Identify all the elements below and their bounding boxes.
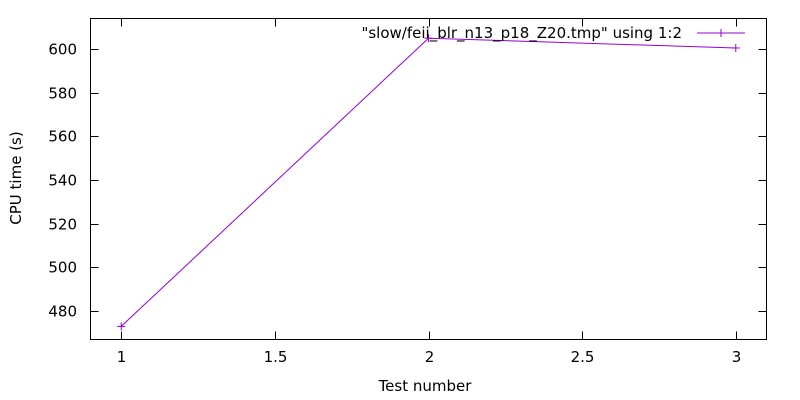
x-tick-label: 3: [732, 348, 742, 366]
y-tick-label: 600: [48, 41, 77, 59]
y-tick-label: 520: [48, 216, 77, 234]
x-tick-label: 1: [117, 348, 127, 366]
legend-label: "slow/feii_blr_n13_p18_Z20.tmp" using 1:…: [361, 24, 682, 43]
legend: "slow/feii_blr_n13_p18_Z20.tmp" using 1:…: [361, 24, 745, 43]
x-axis-title: Test number: [378, 377, 473, 395]
x-tick-label: 1.5: [264, 348, 288, 366]
x-tick-label: 2: [425, 348, 435, 366]
y-tick-label: 560: [48, 128, 77, 146]
ticks-layer: 1 1.5 2 2.5 3 480 500 520 540 560 580 600: [48, 18, 767, 366]
y-tick-label: 500: [48, 259, 77, 277]
y-tick-label: 540: [48, 172, 77, 190]
y-tick-label: 580: [48, 85, 77, 103]
series-line: [120, 37, 736, 327]
y-axis-title: CPU time (s): [7, 131, 25, 224]
data-point: [731, 43, 740, 52]
x-tick-label: 2.5: [571, 348, 595, 366]
legend-marker: [717, 29, 725, 37]
y-tick-label: 480: [48, 303, 77, 321]
series-layer: [117, 34, 740, 331]
data-point: [424, 34, 433, 43]
data-point: [117, 322, 126, 331]
legend-plus-marker: [717, 29, 725, 37]
plot-frame: [90, 18, 767, 340]
